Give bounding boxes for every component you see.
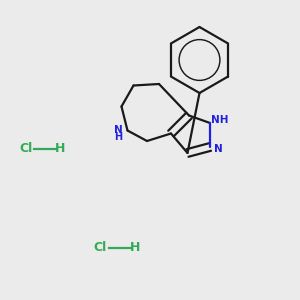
Text: N: N (113, 124, 122, 135)
Text: H: H (130, 241, 140, 254)
Text: H: H (114, 132, 122, 142)
Text: Cl: Cl (19, 142, 32, 155)
Text: NH: NH (211, 115, 228, 125)
Text: H: H (55, 142, 65, 155)
Text: Cl: Cl (94, 241, 107, 254)
Text: N: N (214, 144, 223, 154)
